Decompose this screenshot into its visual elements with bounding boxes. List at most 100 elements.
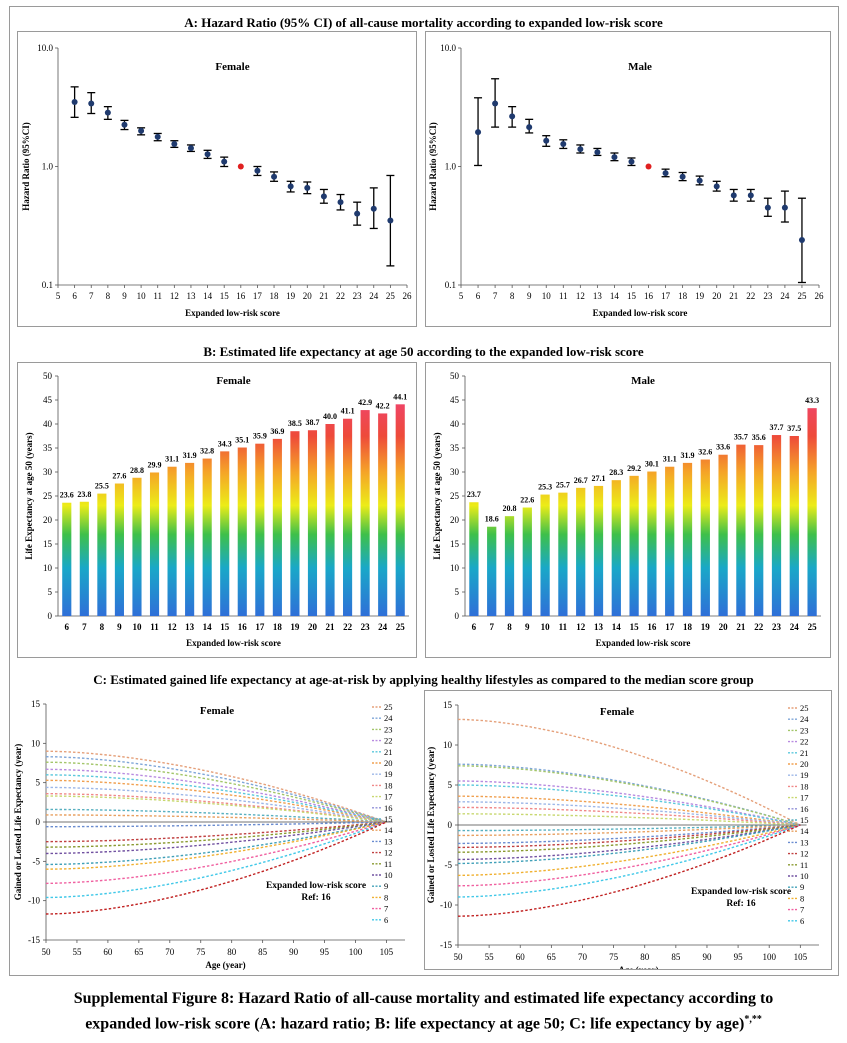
bar-value-label: 32.8: [200, 447, 214, 456]
bar-value-label: 44.1: [393, 392, 407, 401]
data-point: [526, 124, 533, 131]
data-point: [764, 204, 771, 211]
y-tick-label: 15: [31, 699, 41, 709]
legend-label: 7: [384, 904, 388, 914]
gained-life-expectancy-right-chart: -15 -10 -5 0 5 10 15 50 55 60 65 70 75 80 85 90 95 100 105…: [426, 700, 819, 975]
panel-a-female: 0.1 1.0 10.0 5 6 7 8 9 10 11 12 13 14 15 16 17 18 19 20 21 2…: [17, 31, 417, 327]
bar-value-label: 31.1: [663, 455, 677, 464]
bar-value-label: 20.8: [503, 504, 517, 513]
legend-label: 15: [384, 814, 393, 824]
series-line-score-9: [45, 821, 387, 866]
data-point: [662, 170, 669, 177]
bar: [202, 458, 212, 616]
bar: [807, 408, 817, 616]
gained-life-expectancy-left-chart: -15 -10 -5 0 5 10 15 50 55 60 65 70 75 80 85 90 95 100 105…: [13, 699, 405, 970]
y-tick-label: 10: [31, 738, 41, 748]
series-line-score-14: [458, 824, 801, 837]
x-tick-label: 60: [103, 947, 113, 957]
y-axis-label: Gained or Losted Life Expectancy (year): [13, 744, 23, 901]
data-point: [254, 167, 261, 174]
legend-label: 17: [384, 792, 393, 802]
x-tick-label: 14: [610, 291, 620, 301]
series-line-score-8: [457, 824, 801, 877]
data-point: [543, 137, 550, 144]
x-tick-label: 16: [238, 622, 248, 632]
legend-label: 19: [384, 769, 393, 779]
x-tick-label: 90: [289, 947, 299, 957]
hazard-ratio-male-chart: 0.1 1.0 10.0 5 6 7 8 9 10 11 12 13 14 15 16 17 18 19 20 21 2…: [428, 43, 824, 318]
y-tick-label: -10: [440, 900, 452, 910]
bar: [97, 493, 107, 616]
x-tick-label: 21: [736, 622, 746, 632]
bar-value-label: 32.6: [698, 448, 712, 457]
y-tick-label: -5: [445, 860, 453, 870]
x-tick-label: 8: [100, 622, 105, 632]
legend-label: 6: [800, 916, 804, 926]
x-tick-label: 10: [137, 291, 147, 301]
bar-value-label: 23.6: [60, 491, 74, 500]
x-tick-label: 8: [510, 291, 515, 301]
data-point: [560, 140, 567, 147]
bar-value-label: 29.9: [148, 460, 162, 469]
legend-label: 16: [800, 804, 809, 814]
y-tick-label: 15: [443, 700, 453, 710]
bar-value-label: 28.3: [609, 468, 623, 477]
bar-value-label: 26.7: [574, 476, 588, 485]
x-tick-label: 75: [196, 947, 206, 957]
bar: [771, 435, 782, 616]
x-tick-label: 12: [170, 291, 179, 301]
bar-value-label: 28.8: [130, 466, 144, 475]
chart-title: Male: [631, 375, 655, 387]
bar-value-label: 35.7: [734, 433, 748, 442]
chart-title: Female: [215, 61, 249, 73]
series-line-score-6: [457, 824, 801, 898]
x-tick-label: 23: [361, 622, 371, 632]
y-tick-label: 40: [450, 419, 460, 429]
x-tick-label: 85: [671, 952, 681, 962]
x-tick-label: 9: [117, 622, 122, 632]
legend-label: 18: [384, 780, 393, 790]
series-line-score-7: [45, 821, 387, 885]
x-tick-label: 22: [336, 291, 345, 301]
legend-label: 9: [384, 881, 388, 891]
x-tick-label: 95: [734, 952, 744, 962]
x-axis-label: Expanded low-risk score: [593, 308, 688, 318]
caption-footnote-marks: *,**: [744, 1014, 762, 1025]
bar: [272, 438, 282, 616]
caption-line-2: expanded low-risk score (A: hazard ratio…: [85, 1015, 745, 1033]
y-tick-label: 0: [455, 611, 460, 621]
x-tick-label: 95: [320, 947, 330, 957]
legend-label: 8: [384, 892, 388, 902]
y-tick-label: 5: [448, 780, 453, 790]
bar-value-label: 25.5: [95, 482, 109, 491]
x-tick-label: 15: [220, 622, 230, 632]
legend-label: 10: [384, 870, 393, 880]
x-axis-label: Age (year): [205, 960, 245, 970]
section-b-title: B: Estimated life expectancy at age 50 a…: [203, 344, 644, 359]
x-tick-label: 55: [72, 947, 82, 957]
panel-b-male: 0 5 10 15 20 25 30 35 40 45 50 23.7 6 18.6 7 20.8 8 22.6 9…: [425, 362, 831, 658]
data-point: [138, 127, 145, 134]
x-tick-label: 14: [203, 622, 213, 632]
bar-value-label: 33.6: [716, 443, 730, 452]
x-tick-label: 9: [122, 291, 127, 301]
x-tick-label: 105: [380, 947, 394, 957]
bar-value-label: 23.7: [467, 490, 481, 499]
y-tick-label: 35: [43, 443, 53, 453]
y-tick-label: -10: [28, 896, 40, 906]
bar-value-label: 27.6: [112, 472, 126, 481]
legend-label: 23: [800, 725, 809, 735]
bar: [576, 487, 586, 616]
bar-value-label: 22.6: [520, 496, 534, 505]
y-tick-label: -5: [33, 856, 41, 866]
x-tick-label: 24: [790, 622, 800, 632]
bar: [114, 483, 124, 616]
x-tick-label: 13: [186, 291, 196, 301]
series-line-score-14: [46, 814, 387, 823]
bar-value-label: 35.1: [235, 436, 249, 445]
series-line-score-12: [458, 824, 801, 849]
series-line-score-11: [45, 821, 387, 848]
y-tick-label: 45: [43, 395, 53, 405]
chart-title: Female: [216, 375, 250, 387]
x-tick-label: 9: [525, 622, 530, 632]
